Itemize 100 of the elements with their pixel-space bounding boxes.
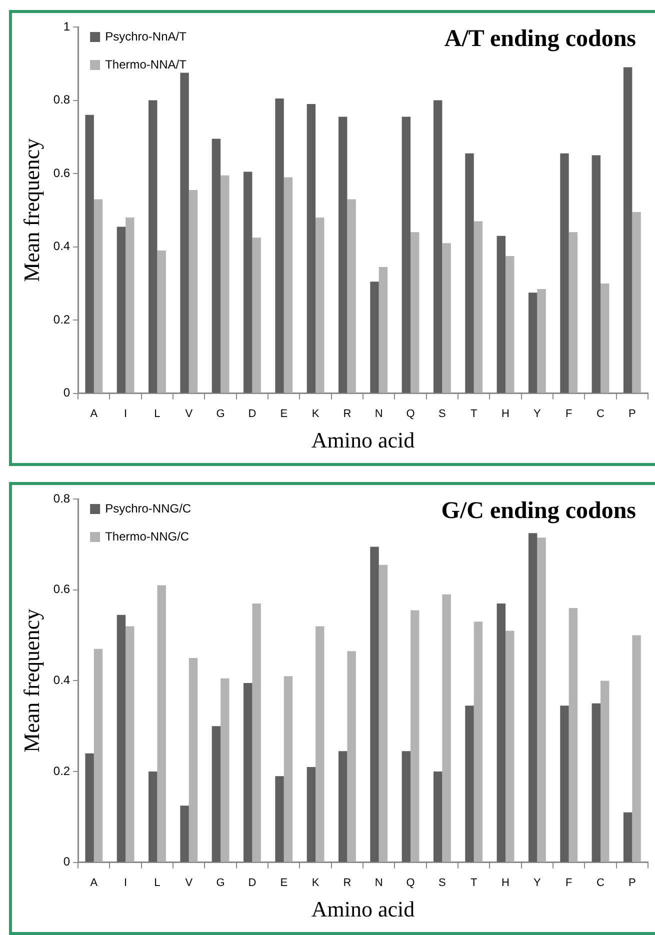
bar xyxy=(188,658,198,862)
y-tick-label: 0 xyxy=(63,854,70,869)
bar xyxy=(560,153,569,393)
bar xyxy=(306,767,316,862)
bar xyxy=(244,172,252,393)
bar xyxy=(94,199,103,393)
x-tick-label: L xyxy=(154,408,160,420)
bar xyxy=(378,266,388,393)
bar xyxy=(126,218,134,393)
bar xyxy=(528,533,538,862)
bar xyxy=(148,100,158,393)
bar xyxy=(220,678,230,862)
x-tick-label: T xyxy=(470,877,478,890)
x-tick-label: Y xyxy=(534,408,542,420)
bar xyxy=(116,614,126,862)
x-tick-label: E xyxy=(280,877,288,890)
y-tick-label: 0.8 xyxy=(53,491,70,506)
bar xyxy=(180,806,189,862)
bar xyxy=(284,676,293,862)
x-tick-label: K xyxy=(312,408,320,420)
bar xyxy=(220,175,230,393)
x-tick-label: T xyxy=(470,408,478,420)
bar xyxy=(116,226,126,393)
bar xyxy=(433,100,442,393)
bar xyxy=(306,104,316,393)
x-tick-label: S xyxy=(438,877,446,890)
y-tick-label: 0.6 xyxy=(53,582,70,596)
y-tick-label: 0 xyxy=(63,386,70,400)
bar xyxy=(592,703,601,862)
bar xyxy=(157,585,166,862)
legend-label: Psychro-NNG/C xyxy=(105,501,192,516)
bar xyxy=(537,538,546,862)
bar xyxy=(496,603,506,862)
y-tick-label: 0.2 xyxy=(53,312,70,326)
bar xyxy=(275,776,284,862)
bar xyxy=(402,116,411,393)
bar xyxy=(347,199,356,393)
bar xyxy=(188,190,198,393)
y-tick-label: 0.4 xyxy=(53,673,70,688)
x-axis-title: Amino acid xyxy=(311,896,415,922)
bar xyxy=(402,751,411,862)
bar xyxy=(316,626,324,862)
y-tick-label: 1 xyxy=(63,19,70,34)
x-tick-label: E xyxy=(280,408,288,420)
bar xyxy=(568,608,578,862)
x-tick-label: K xyxy=(312,877,320,890)
bar xyxy=(592,155,601,393)
bar xyxy=(465,153,474,393)
x-axis-title: Amino acid xyxy=(311,428,415,453)
x-tick-label: Q xyxy=(406,877,416,890)
bar xyxy=(244,682,252,862)
bar xyxy=(275,98,284,393)
x-tick-label: I xyxy=(124,408,128,420)
x-tick-label: A xyxy=(90,877,98,890)
bar xyxy=(442,594,451,862)
bar xyxy=(496,236,506,393)
x-tick-label: P xyxy=(628,408,636,420)
bar xyxy=(632,212,641,393)
bar xyxy=(370,282,379,393)
x-tick-label: P xyxy=(628,877,636,890)
x-tick-label: G xyxy=(216,877,225,890)
x-tick-label: N xyxy=(374,408,383,420)
bar xyxy=(338,751,348,862)
bar xyxy=(410,232,420,393)
bar xyxy=(600,283,610,393)
y-axis-title: Mean frequency xyxy=(18,608,44,752)
bar xyxy=(623,812,632,862)
x-tick-label: N xyxy=(374,877,383,890)
bar xyxy=(378,564,388,862)
x-tick-label: C xyxy=(596,408,605,420)
bar xyxy=(148,772,158,862)
x-tick-label: G xyxy=(216,408,225,420)
legend-label: Thermo-NNG/C xyxy=(105,529,190,544)
bar xyxy=(506,256,514,393)
bar xyxy=(126,626,134,862)
x-tick-label: I xyxy=(124,877,128,890)
x-tick-label: F xyxy=(565,408,572,420)
bar xyxy=(537,288,546,393)
x-tick-label: C xyxy=(596,877,605,890)
x-tick-label: Q xyxy=(406,408,416,420)
chart-title: A/T ending codons xyxy=(444,26,636,52)
bar xyxy=(347,651,356,862)
legend-label: Thermo-NNA/T xyxy=(105,57,188,72)
x-tick-label: F xyxy=(565,877,572,890)
x-tick-label: V xyxy=(185,877,194,890)
x-tick-label: H xyxy=(502,877,510,890)
bar xyxy=(284,177,293,393)
x-tick-label: S xyxy=(438,408,446,420)
bar xyxy=(410,610,420,862)
x-tick-label: A xyxy=(90,408,98,420)
x-tick-label: R xyxy=(343,408,352,420)
bar xyxy=(252,603,261,862)
bar xyxy=(528,292,538,393)
bar xyxy=(85,114,94,393)
bar xyxy=(85,753,94,862)
bar xyxy=(316,218,324,393)
y-axis-title: Mean frequency xyxy=(18,138,44,282)
bar xyxy=(212,726,221,862)
y-tick-label: 0.6 xyxy=(53,166,70,180)
x-tick-label: Y xyxy=(534,877,542,890)
